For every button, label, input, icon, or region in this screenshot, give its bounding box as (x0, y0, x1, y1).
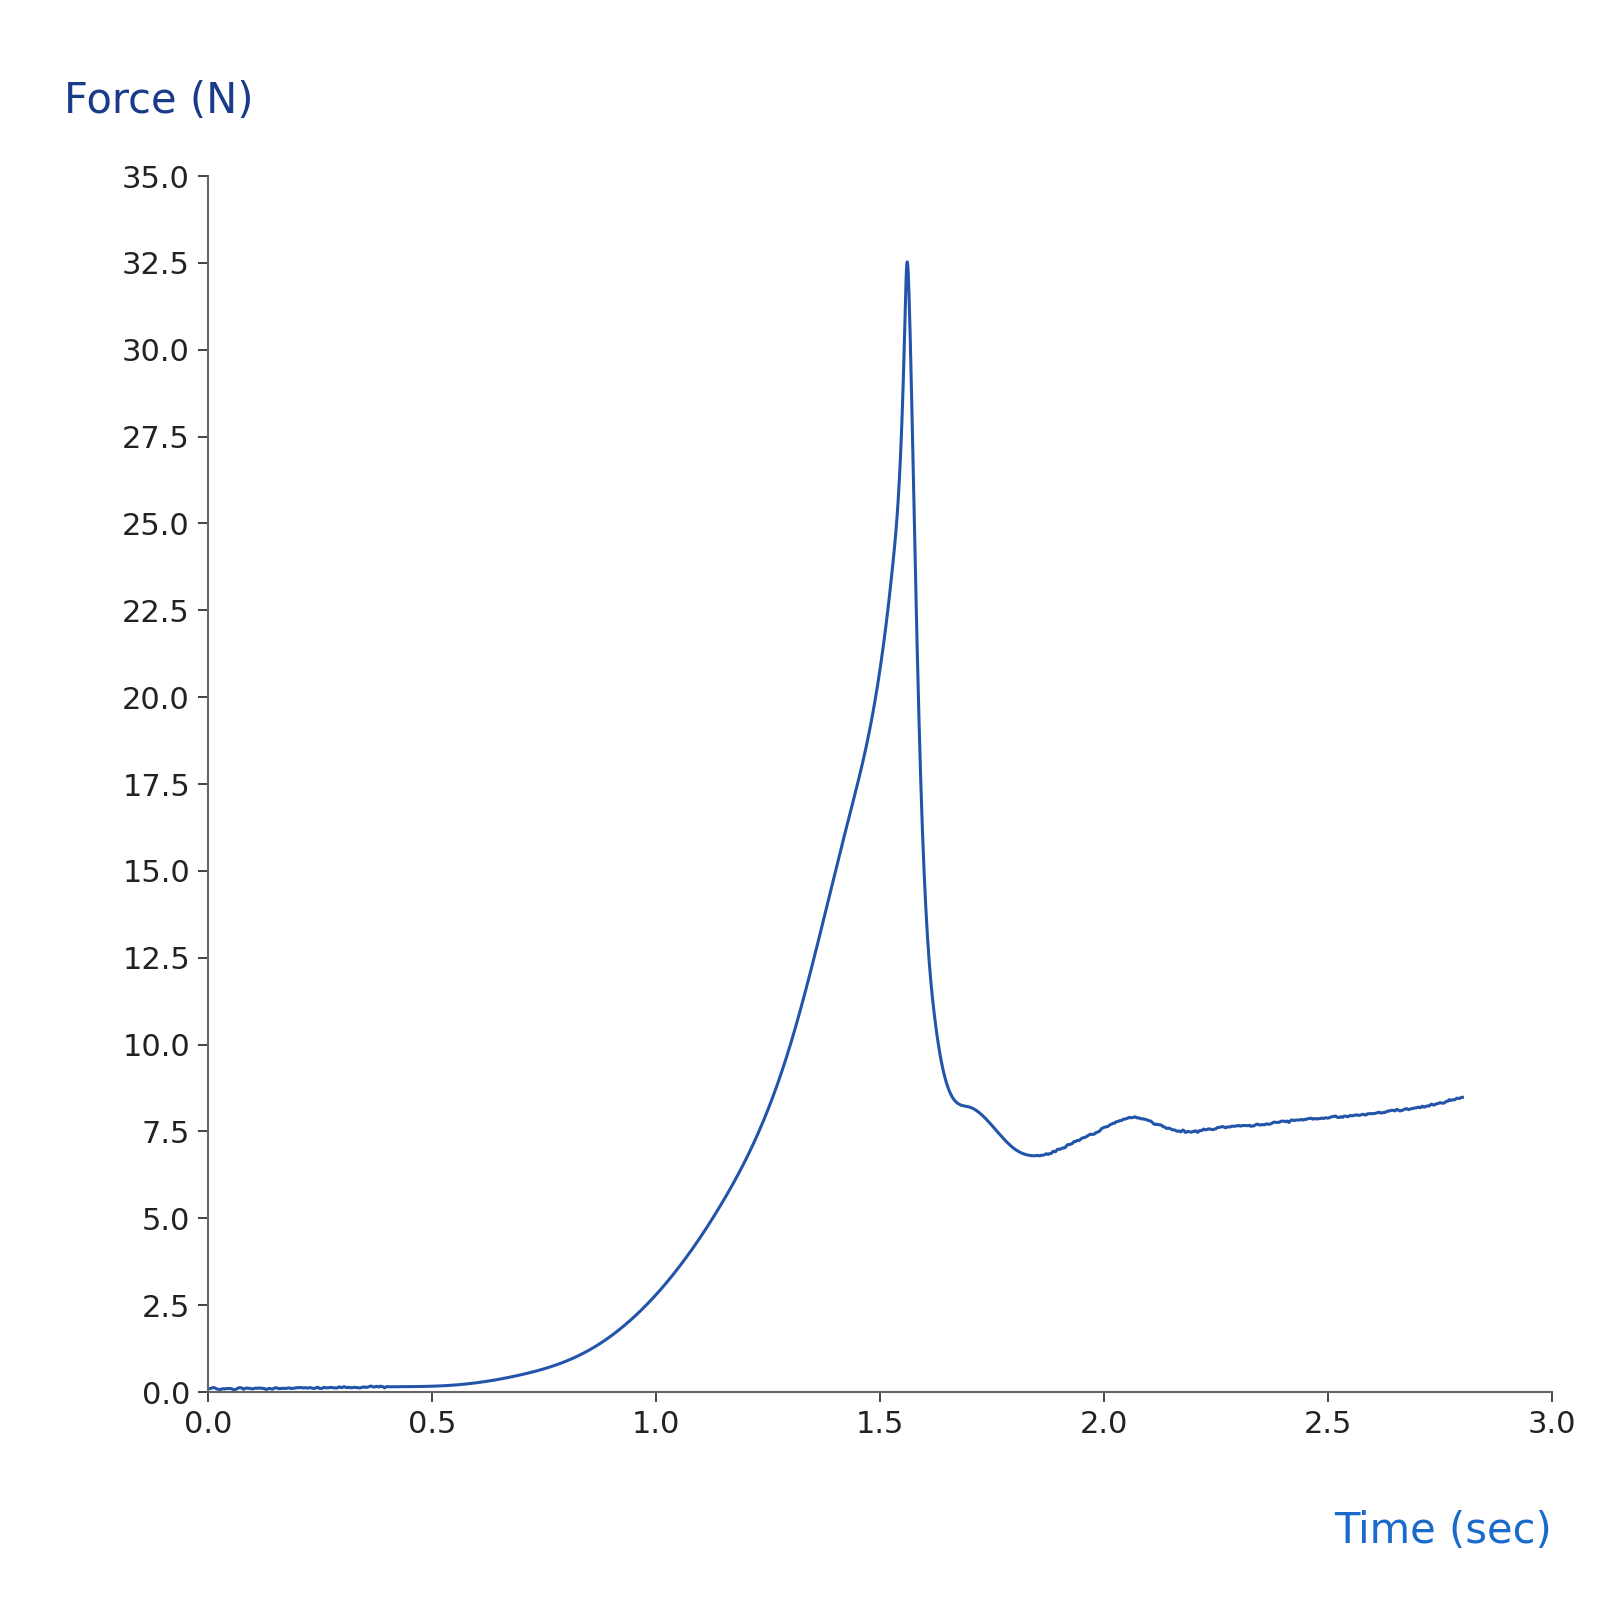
Text: Time (sec): Time (sec) (1334, 1510, 1552, 1552)
Text: Force (N): Force (N) (64, 80, 253, 122)
